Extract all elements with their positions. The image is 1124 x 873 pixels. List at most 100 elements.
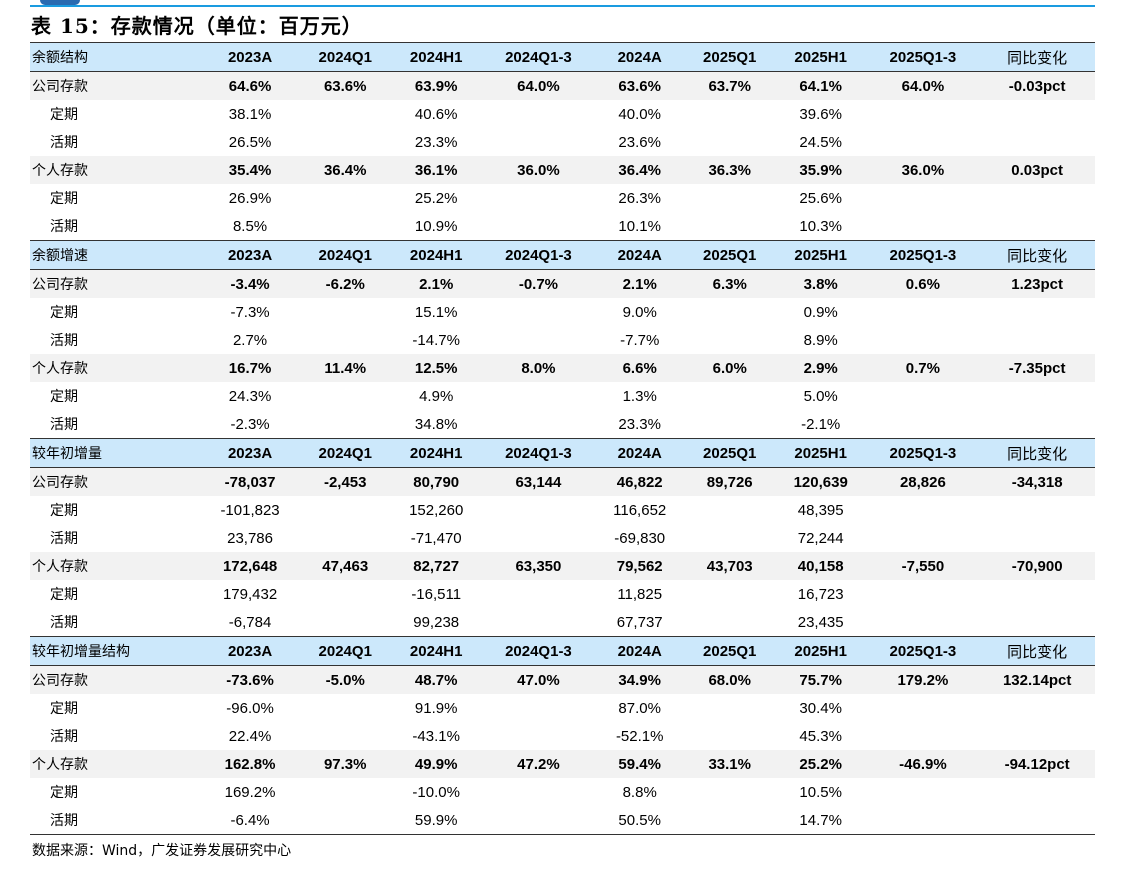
- row-label: 定期: [50, 191, 78, 207]
- table-cell: [482, 298, 595, 326]
- table-cell: [685, 128, 775, 156]
- table-cell: [482, 496, 595, 524]
- table-cell: [867, 298, 980, 326]
- column-header: 同比变化: [979, 240, 1095, 270]
- column-header: 2024H1: [390, 438, 483, 468]
- table-cell: [867, 128, 980, 156]
- table-cell: 8.8%: [622, 783, 657, 801]
- table-cell: 8.5%: [232, 217, 268, 235]
- table-cell: [867, 608, 980, 637]
- row-label: 定期: [50, 701, 78, 717]
- table-cell: [685, 580, 775, 608]
- table-cell: 99,238: [413, 613, 460, 631]
- table-cell: 82,727: [390, 552, 483, 580]
- table-cell: [685, 496, 775, 524]
- table-cell: 59.9%: [390, 806, 483, 835]
- table-cell: 2.9%: [774, 354, 867, 382]
- table-cell: 45.3%: [799, 727, 842, 745]
- column-header: 2024A: [594, 438, 685, 468]
- column-header: 2023A: [200, 636, 301, 666]
- table-title: 表 15：存款情况（单位：百万元）: [31, 14, 363, 38]
- table-cell: [979, 326, 1095, 354]
- table-cell: 23.6%: [618, 133, 661, 151]
- table-cell: [979, 496, 1095, 524]
- table-cell: 35.9%: [774, 156, 867, 184]
- table-cell: 2.1%: [390, 269, 483, 298]
- table-cell: 23,435: [797, 613, 844, 631]
- table-cell: [867, 410, 980, 439]
- table-cell: 5.0%: [803, 387, 838, 405]
- table-row: 公司存款 -78,037 -2,453 80,790 63,144 46,822 89,72…: [30, 467, 1095, 496]
- table-cell: -10.0%: [412, 783, 460, 801]
- table-row: 活期 22.4% -43.1% -52.1% 45.3%: [30, 722, 1095, 750]
- table-cell: [867, 722, 980, 750]
- table-cell: 48,395: [797, 501, 844, 519]
- table-cell: [482, 778, 595, 806]
- table-cell: 97.3%: [300, 750, 391, 778]
- table-cell: -7,550: [866, 552, 980, 580]
- table-cell: 36.4%: [594, 156, 685, 184]
- table-row: 公司存款 64.6% 63.6% 63.9% 64.0% 63.6% 63.7% 64.1% 6…: [30, 71, 1095, 100]
- table-cell: -52.1%: [615, 727, 664, 745]
- table-cell: [300, 410, 390, 439]
- table-cell: 63.7%: [684, 71, 775, 100]
- column-header: 2024Q1: [300, 438, 391, 468]
- table-cell: 63.6%: [594, 71, 685, 100]
- table-cell: 26.3%: [618, 189, 661, 207]
- row-label: 个人存款: [30, 750, 200, 778]
- column-header: 2024Q1: [300, 240, 391, 270]
- table-row: 公司存款 -3.4% -6.2% 2.1% -0.7% 2.1% 6.3% 3.8% 0.6% 1…: [30, 269, 1095, 298]
- table-cell: 179,432: [222, 585, 278, 603]
- table-cell: [979, 608, 1095, 637]
- table-cell: 8.9%: [803, 331, 838, 349]
- table-row: 活期 8.5% 10.9% 10.1% 10.3%: [30, 212, 1095, 241]
- table-cell: 89,726: [684, 467, 775, 496]
- table-cell: -70,900: [979, 552, 1095, 580]
- table-cell: [482, 128, 595, 156]
- row-label: 定期: [50, 587, 78, 603]
- table-cell: [685, 326, 775, 354]
- table-cell: 39.6%: [799, 105, 842, 123]
- table-cell: 50.5%: [594, 806, 685, 835]
- table-cell: -46.9%: [866, 750, 980, 778]
- table-cell: 172,648: [200, 552, 301, 580]
- table-cell: 43,703: [684, 552, 775, 580]
- table-cell: 6.0%: [684, 354, 775, 382]
- table-cell: [482, 212, 595, 241]
- table-cell: [979, 524, 1095, 552]
- table-row: 活期 23,786 -71,470 -69,830 72,244: [30, 524, 1095, 552]
- table-cell: [867, 212, 980, 241]
- table-cell: [482, 580, 595, 608]
- table-cell: 2.1%: [594, 269, 685, 298]
- table-cell: -7.3%: [230, 303, 270, 321]
- column-header: 2024Q1-3: [482, 240, 595, 270]
- table-cell: 16,723: [797, 585, 844, 603]
- table-cell: -96.0%: [226, 699, 274, 717]
- table-cell: [300, 778, 390, 806]
- column-header: 同比变化: [979, 438, 1095, 468]
- table-cell: -94.12pct: [979, 750, 1095, 778]
- table-row: 活期 -2.3% 34.8% 23.3% -2.1%: [30, 410, 1095, 439]
- table-cell: 0.6%: [866, 269, 980, 298]
- table-cell: [684, 806, 775, 835]
- table-cell: -101,823: [220, 501, 280, 519]
- table-cell: 26.9%: [228, 189, 272, 207]
- table-cell: -6.2%: [300, 269, 391, 298]
- column-header: 2024Q1: [300, 636, 391, 666]
- table-row: 定期 -96.0% 91.9% 87.0% 30.4%: [30, 694, 1095, 722]
- table-cell: [979, 100, 1095, 128]
- section-header-row: 余额增速 2023A 2024Q1 2024H1 2024Q1-3 2024A 2025Q1…: [30, 240, 1095, 270]
- table-cell: [979, 128, 1095, 156]
- column-header: 2024H1: [390, 636, 483, 666]
- table-cell: -16,511: [411, 585, 462, 603]
- table-cell: 63.6%: [300, 71, 391, 100]
- table-cell: [482, 410, 595, 439]
- table-cell: 34.8%: [414, 415, 458, 433]
- column-header: 2024H1: [390, 240, 483, 270]
- table-cell: -7.7%: [620, 331, 660, 349]
- table-row: 定期 -7.3% 15.1% 9.0% 0.9%: [30, 298, 1095, 326]
- table-cell: 36.4%: [300, 156, 391, 184]
- table-row: 定期 -101,823 152,260 116,652 48,395: [30, 496, 1095, 524]
- table-cell: 3.8%: [774, 269, 867, 298]
- table-cell: 40.0%: [618, 105, 661, 123]
